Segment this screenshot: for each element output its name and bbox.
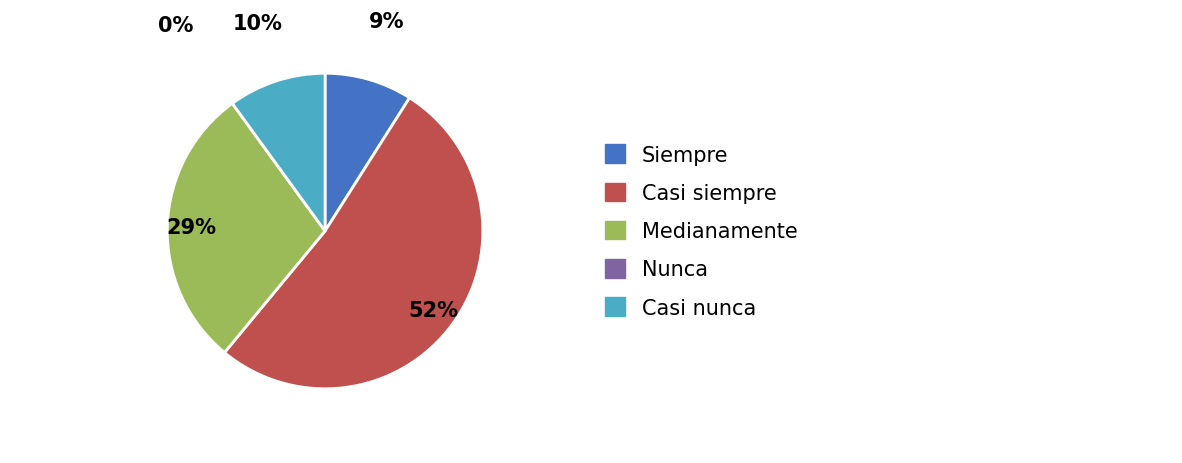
Text: 29%: 29% [167, 217, 216, 238]
Text: 0%: 0% [158, 16, 194, 36]
Text: 10%: 10% [233, 14, 282, 34]
Wedge shape [168, 104, 325, 353]
Wedge shape [233, 74, 325, 232]
Wedge shape [325, 74, 410, 232]
Text: 52%: 52% [408, 300, 459, 320]
Text: 9%: 9% [369, 12, 404, 31]
Wedge shape [225, 99, 482, 389]
Wedge shape [216, 81, 309, 209]
Legend: Siempre, Casi siempre, Medianamente, Nunca, Casi nunca: Siempre, Casi siempre, Medianamente, Nun… [604, 145, 798, 318]
